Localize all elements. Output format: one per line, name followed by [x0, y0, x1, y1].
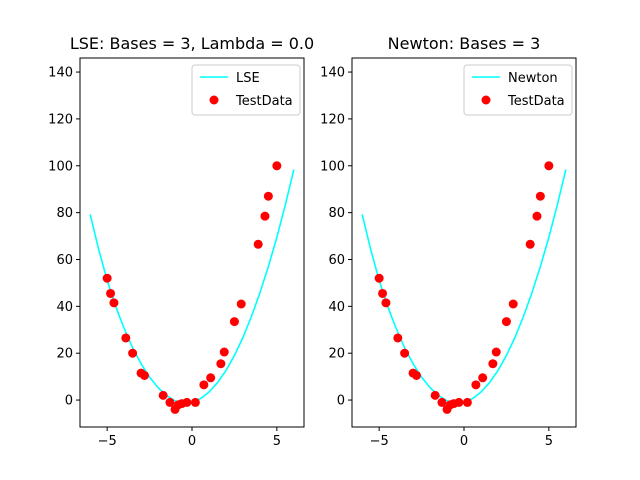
data-point [491, 347, 501, 357]
subplot-1: LSE: Bases = 3, Lambda = 0.0 −5 0 5 0 20 40 60 8… [48, 34, 314, 449]
legend-marker-swatch [209, 95, 219, 105]
data-point [253, 239, 263, 249]
data-point [165, 397, 175, 407]
data-point [260, 211, 270, 221]
legend-marker-swatch [481, 95, 491, 105]
data-point [535, 191, 545, 201]
data-point [525, 239, 535, 249]
legend-label: Newton [508, 71, 558, 86]
legend: Newton TestData [463, 64, 573, 116]
y-tick-label: 80 [56, 206, 73, 221]
data-point [128, 348, 138, 358]
x-tick-label: 5 [545, 434, 553, 449]
y-tick-label: 60 [328, 253, 345, 268]
x-tick-label: −5 [370, 434, 389, 449]
data-point [393, 333, 403, 343]
data-point [182, 397, 192, 407]
data-point [374, 273, 384, 283]
x-tick-label: −5 [98, 434, 117, 449]
plot-area [361, 161, 567, 414]
legend-label: TestData [507, 94, 565, 109]
data-point [236, 299, 246, 309]
data-point [216, 359, 226, 369]
data-point [272, 161, 282, 171]
data-point [471, 380, 481, 390]
data-point [378, 288, 388, 298]
subplot-2: Newton: Bases = 3 −5 0 5 0 20 40 60 80 100 120 140 N… [320, 34, 577, 449]
y-tick-label: 0 [65, 394, 73, 409]
data-point [190, 397, 200, 407]
y-tick-label: 140 [320, 66, 345, 81]
legend-label: TestData [235, 94, 293, 109]
y-tick-label: 120 [48, 112, 73, 127]
data-point [430, 390, 440, 400]
data-point [462, 397, 472, 407]
data-point [488, 359, 498, 369]
plot-area [89, 161, 295, 414]
data-point [158, 390, 168, 400]
x-tick-label: 0 [460, 434, 468, 449]
y-tick-label: 20 [56, 347, 73, 362]
x-tick-label: 5 [273, 434, 281, 449]
axes-frame [351, 57, 577, 428]
data-point [478, 373, 488, 383]
chart-title: Newton: Bases = 3 [388, 34, 541, 53]
y-tick-label: 60 [56, 253, 73, 268]
data-point [199, 380, 209, 390]
data-point [219, 347, 229, 357]
chart-title: LSE: Bases = 3, Lambda = 0.0 [70, 34, 314, 53]
data-point [437, 397, 447, 407]
data-point [381, 298, 391, 308]
data-point [206, 373, 216, 383]
y-tick-label: 100 [320, 159, 345, 174]
data-point [106, 288, 116, 298]
y-tick-label: 0 [337, 394, 345, 409]
axes-frame [79, 57, 305, 428]
data-point [544, 161, 554, 171]
data-point [229, 317, 239, 327]
data-point [102, 273, 112, 283]
y-tick-label: 40 [56, 300, 73, 315]
legend-label: LSE [236, 71, 260, 86]
x-tick-label: 0 [188, 434, 196, 449]
data-point [501, 317, 511, 327]
subplots: LSE: Bases = 3, Lambda = 0.0 −5 0 5 0 20 40 60 8… [48, 34, 577, 449]
data-point [109, 298, 119, 308]
data-point [532, 211, 542, 221]
data-point [139, 370, 149, 380]
data-point [263, 191, 273, 201]
data-point [121, 333, 131, 343]
data-point [454, 397, 464, 407]
data-point [400, 348, 410, 358]
y-tick-label: 100 [48, 159, 73, 174]
y-tick-label: 140 [48, 66, 73, 81]
y-tick-label: 20 [328, 347, 345, 362]
y-tick-label: 120 [320, 112, 345, 127]
data-point [411, 370, 421, 380]
legend: LSE TestData [191, 64, 301, 116]
y-tick-label: 40 [328, 300, 345, 315]
y-tick-label: 80 [328, 206, 345, 221]
data-point [508, 299, 518, 309]
